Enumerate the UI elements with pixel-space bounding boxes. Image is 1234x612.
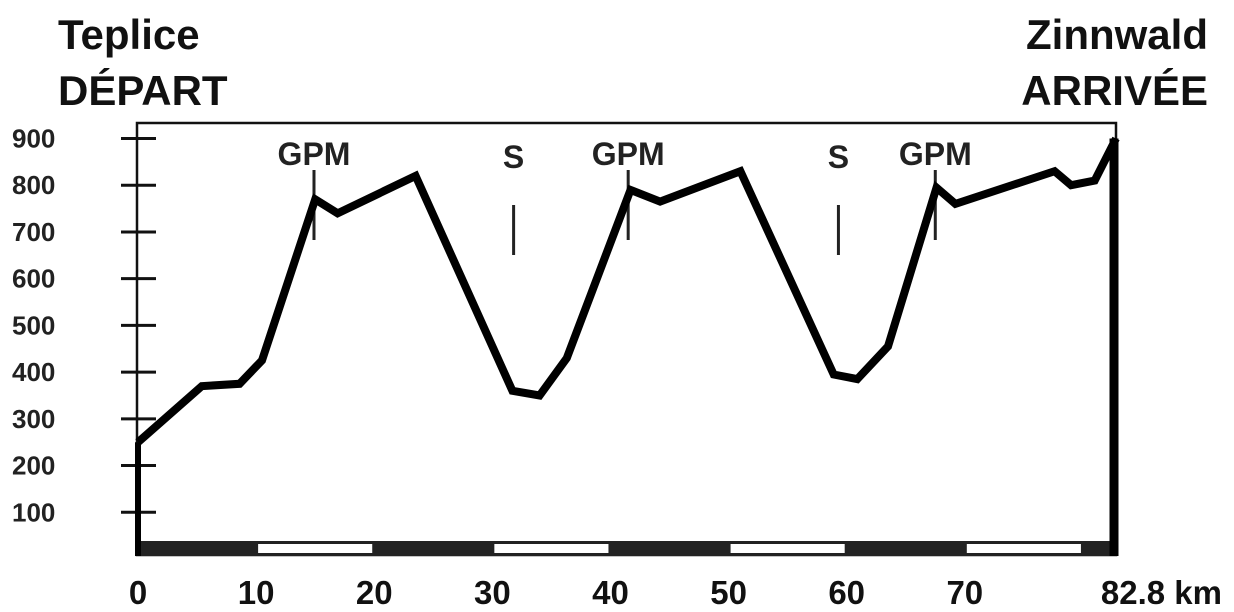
end-town: Zinnwald [1026,11,1208,58]
scale-bar-base [138,541,1116,556]
distance-scale-bar [138,541,1116,556]
climb-marker-label: GPM [899,136,972,172]
y-tick-label: 100 [12,497,55,527]
y-tick-label: 700 [12,217,55,247]
scale-bar-segment [494,544,609,553]
x-tick-label: 20 [356,574,393,611]
x-tick-label: 60 [828,574,865,611]
x-tick-label: 30 [474,574,511,611]
y-tick-label: 200 [12,451,55,481]
y-tick-label: 900 [12,124,55,154]
y-tick-label: 800 [12,170,55,200]
x-tick-label: 0 [129,574,147,611]
x-tick-label: 40 [592,574,629,611]
start-label: DÉPART [58,67,228,114]
start-town: Teplice [58,11,200,58]
y-tick-label: 500 [12,310,55,340]
plot-frame [135,121,1118,557]
x-tick-label: 10 [238,574,275,611]
x-end-label: 82.8 km [1101,574,1222,611]
scale-bar-segment [966,544,1081,553]
x-axis: 0 10 20 30 40 50 60 70 82.8 km [129,574,1222,611]
climb-marker-label: GPM [592,136,665,172]
y-axis: 100 200 300 400 500 600 700 800 900 [12,124,156,527]
climb-sprint-markers: GPM S GPM S GPM [278,136,972,255]
sprint-marker-label: S [503,139,524,175]
scale-bar-segment [258,544,373,553]
x-tick-label: 50 [710,574,747,611]
x-tick-label: 70 [946,574,983,611]
y-tick-label: 300 [12,404,55,434]
y-tick-label: 400 [12,357,55,387]
sprint-marker-label: S [828,139,849,175]
elevation-line [135,136,1120,446]
y-tick-label: 600 [12,264,55,294]
end-label: ARRIVÉE [1021,67,1208,114]
scale-bar-segment [730,544,845,553]
climb-marker-label: GPM [278,136,351,172]
